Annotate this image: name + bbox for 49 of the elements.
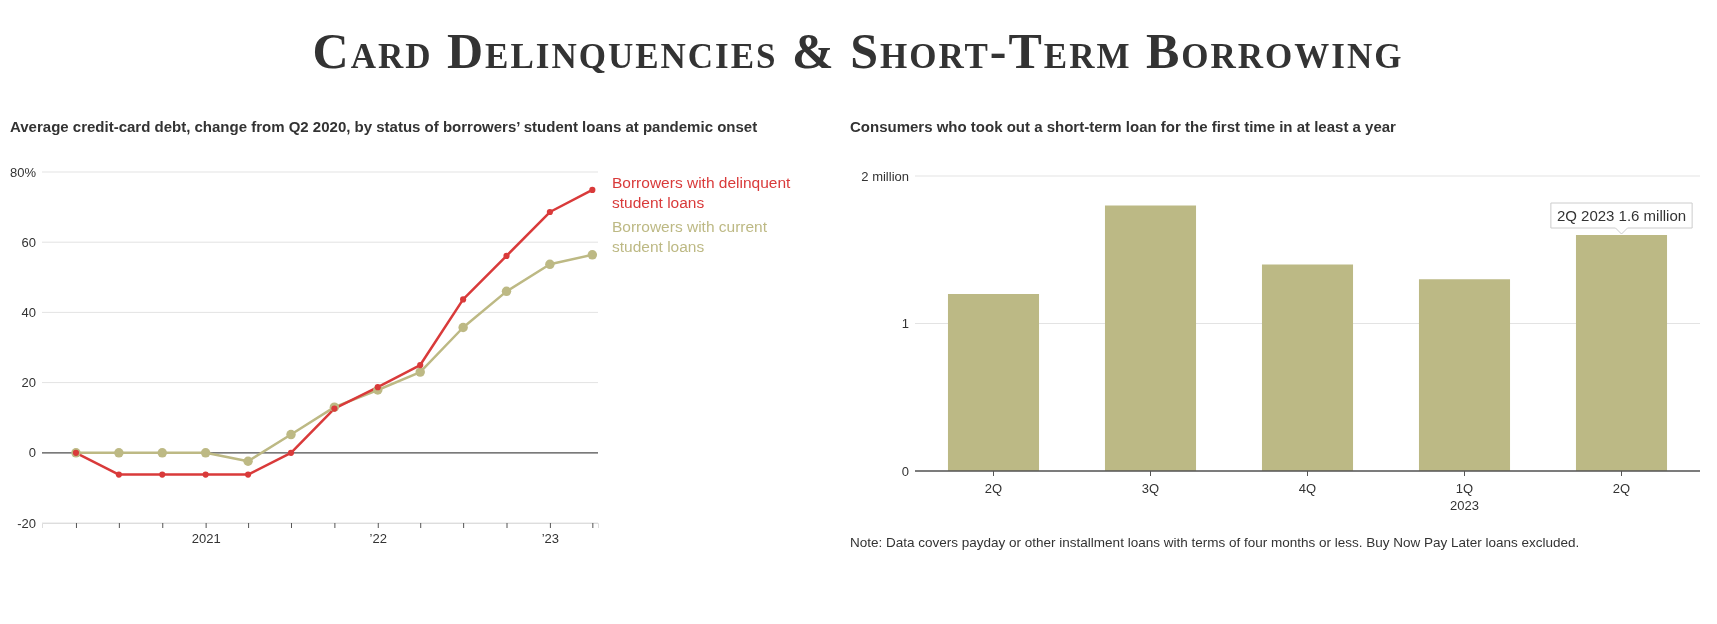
y-tick-label: 80%: [9, 164, 37, 180]
point: [587, 250, 598, 260]
y-tick-label: 2 million: [861, 168, 909, 184]
point: [546, 208, 553, 216]
point: [159, 471, 166, 478]
point: [415, 367, 425, 377]
data-label: 2Q 2023 1.6 million: [1556, 207, 1687, 224]
bar: [1261, 264, 1354, 471]
point: [202, 471, 209, 478]
point: [286, 429, 296, 440]
point: [458, 322, 468, 333]
point: [244, 471, 252, 478]
series-label: Borrowers with delinquent student loans: [612, 174, 792, 211]
y-tick-label: -20: [17, 515, 36, 531]
point: [243, 456, 253, 466]
point: [114, 448, 124, 458]
point: [460, 296, 467, 303]
point: [287, 449, 295, 456]
x-tick-label: 2021: [191, 531, 221, 547]
y-tick-label: 20: [21, 375, 36, 391]
text: Card Delinquencies & Short-Term Borrowing: [312, 23, 1404, 79]
point: [157, 448, 167, 458]
point: [545, 259, 555, 270]
x-tick-label: 1Q 2023: [1450, 481, 1479, 513]
y-tick-label: 0: [901, 463, 909, 479]
point: [503, 252, 510, 259]
chart-title: Consumers who took out a short-term loan for the first time in at least a year: [850, 118, 1397, 135]
x-tick-label: 3Q: [1141, 481, 1160, 496]
bar: [1418, 279, 1511, 471]
text: Note: Data covers payday or other installment loans with terms of four months or less. Buy Now Pay Later loans excluded.: [850, 535, 1580, 550]
x-tick-label: 2Q: [984, 481, 1003, 496]
y-tick-label: 60: [21, 234, 36, 250]
x-tick-label: ’22: [369, 531, 387, 547]
series-label: Borrowers with current student loans: [612, 218, 768, 255]
point: [589, 186, 596, 193]
y-tick-label: 0: [28, 445, 36, 461]
point: [501, 286, 512, 297]
y-tick-label: 1: [901, 316, 909, 332]
point: [200, 448, 211, 458]
x-tick-label: 2Q: [1612, 481, 1631, 496]
x-tick-label: ’23: [541, 531, 560, 547]
point: [115, 471, 122, 478]
y-tick-label: 40: [21, 305, 36, 321]
bar: [947, 294, 1040, 471]
point: [374, 384, 381, 391]
point: [417, 361, 424, 369]
bar: [1104, 205, 1197, 471]
x-tick-label: 4Q: [1298, 481, 1317, 496]
chart-subtitle: Average credit-card debt, change from Q2 2020, by status of borrowers’ student loans at pandemic onset: [10, 118, 758, 135]
